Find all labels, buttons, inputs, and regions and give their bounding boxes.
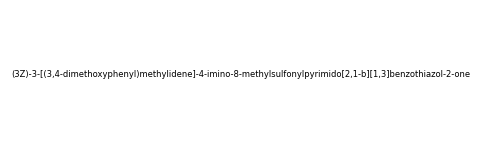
- Text: (3Z)-3-[(3,4-dimethoxyphenyl)methylidene]-4-imino-8-methylsulfonylpyrimido[2,1-b: (3Z)-3-[(3,4-dimethoxyphenyl)methylidene…: [11, 70, 469, 79]
